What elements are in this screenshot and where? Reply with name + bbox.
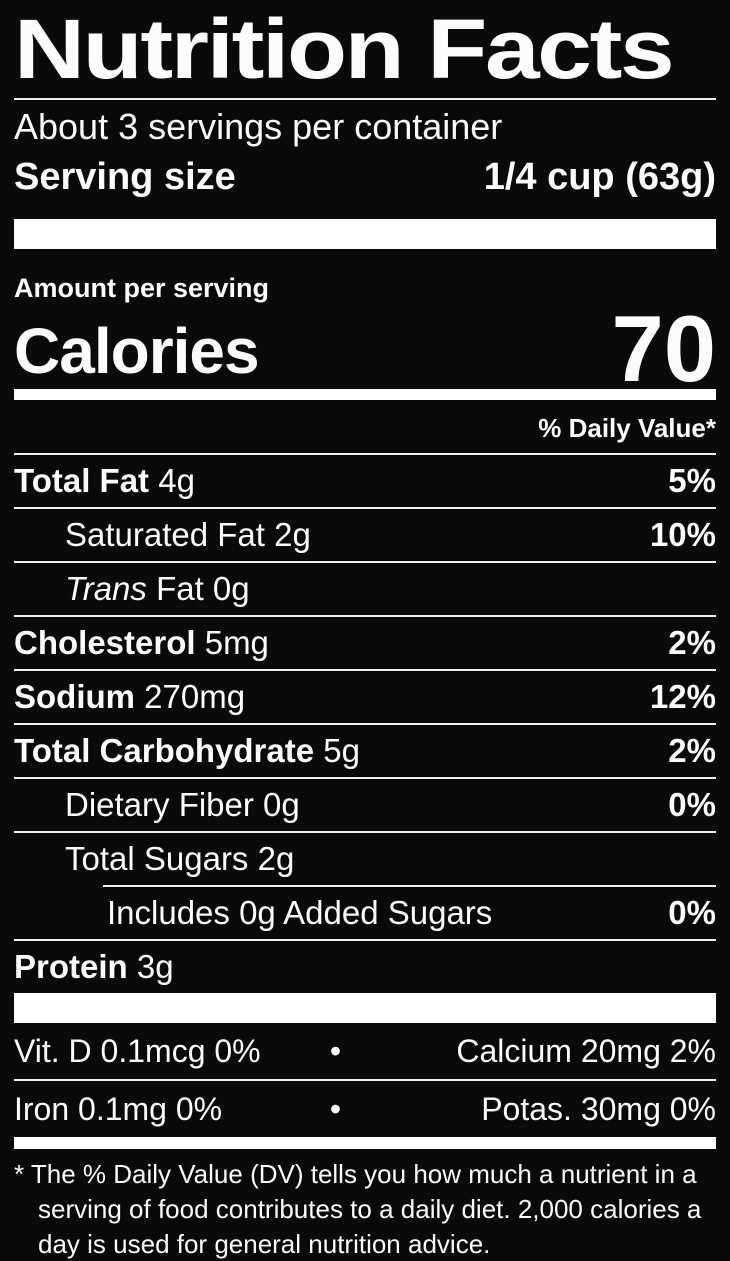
daily-value-footnote: * The % Daily Value (DV) tells you how m…	[14, 1157, 716, 1261]
nutrient-row: Trans Fat 0g	[14, 563, 716, 615]
micronutrient-row: Vit. D 0.1mcg 0% • Calcium 20mg 2%	[14, 1023, 716, 1079]
row-separator	[14, 615, 716, 617]
nutrient-row: Protein 3g	[14, 941, 716, 993]
serving-size-row: Serving size 1/4 cup (63g)	[14, 152, 716, 202]
section-bar-thick-top	[14, 219, 716, 249]
calories-row: Calories 70	[14, 296, 716, 401]
nutrient-name: Trans Fat 0g	[65, 570, 250, 607]
bullet-separator: •	[329, 1091, 342, 1127]
micronutrient-left: Iron 0.1mg 0%	[14, 1091, 223, 1127]
serving-size-value: 1/4 cup (63g)	[483, 156, 716, 198]
micronutrient-right: Potas. 30mg 0%	[481, 1091, 716, 1127]
row-separator	[14, 561, 716, 563]
nutrition-facts-title: Nutrition Facts	[14, 2, 675, 96]
nutrient-name: Total Carbohydrate 5g	[14, 732, 360, 769]
row-separator	[14, 831, 716, 833]
daily-value-header: % Daily Value*	[538, 413, 716, 443]
nutrient-name: Includes 0g Added Sugars	[107, 894, 493, 931]
calories-label: Calories	[14, 315, 260, 387]
nutrient-row: Dietary Fiber 0g 0%	[14, 779, 716, 831]
micronutrient-right: Calcium 20mg 2%	[456, 1033, 716, 1069]
nutrient-row: Cholesterol 5mg 2%	[14, 617, 716, 669]
row-separator	[103, 885, 716, 887]
section-bar-medium-calories	[14, 389, 716, 400]
row-separator	[14, 723, 716, 725]
nutrient-daily-value: 10%	[649, 516, 716, 553]
nutrient-daily-value: 5%	[668, 462, 716, 499]
section-bar-medium-bottom	[14, 1137, 716, 1149]
row-separator	[14, 939, 716, 941]
nutrient-name: Cholesterol 5mg	[14, 624, 269, 661]
footnote-text: The % Daily Value (DV) tells you how muc…	[30, 1159, 702, 1259]
nutrient-row: Total Sugars 2g	[14, 833, 716, 885]
footnote-asterisk: *	[14, 1159, 25, 1189]
nutrient-row: Total Carbohydrate 5g 2%	[14, 725, 716, 777]
row-separator	[14, 507, 716, 509]
section-bar-thick-protein	[14, 993, 716, 1023]
micronutrient-left: Vit. D 0.1mcg 0%	[14, 1033, 261, 1069]
row-separator	[14, 777, 716, 779]
nutrient-row: Sodium 270mg 12%	[14, 671, 716, 723]
nutrient-daily-value: 0%	[668, 786, 716, 823]
nutrient-name: Dietary Fiber 0g	[65, 786, 300, 823]
nutrient-daily-value: 2%	[668, 624, 716, 661]
nutrient-name: Sodium 270mg	[14, 678, 246, 715]
nutrient-name: Saturated Fat 2g	[65, 516, 311, 553]
nutrient-name: Protein 3g	[14, 948, 174, 985]
nutrient-daily-value: 2%	[668, 732, 716, 769]
title-rule	[14, 98, 716, 100]
row-separator	[14, 669, 716, 671]
nutrient-row: Includes 0g Added Sugars 0%	[14, 887, 716, 939]
nutrient-row: Total Fat 4g 5%	[14, 455, 716, 507]
bullet-separator: •	[329, 1033, 342, 1069]
amount-per-serving-label: Amount per serving	[14, 273, 270, 303]
nutrient-name: Total Sugars 2g	[65, 840, 295, 877]
nutrient-daily-value: 12%	[649, 678, 716, 715]
micronutrient-row: Iron 0.1mg 0% • Potas. 30mg 0%	[14, 1081, 716, 1137]
nutrient-rows: Total Fat 4g 5% Saturated Fat 2g 10% Trans F…	[14, 453, 716, 993]
nutrient-row: Saturated Fat 2g 10%	[14, 509, 716, 561]
micronutrient-rows: Vit. D 0.1mcg 0% • Calcium 20mg 2% Iron 0.1…	[14, 1023, 716, 1137]
row-separator	[14, 1079, 716, 1081]
nutrient-name: Total Fat 4g	[14, 462, 195, 499]
row-separator	[14, 453, 716, 455]
nutrient-daily-value: 0%	[668, 894, 716, 931]
calories-value: 70	[611, 296, 716, 401]
serving-size-label: Serving size	[14, 156, 236, 198]
servings-per-container: About 3 servings per container	[14, 106, 503, 147]
